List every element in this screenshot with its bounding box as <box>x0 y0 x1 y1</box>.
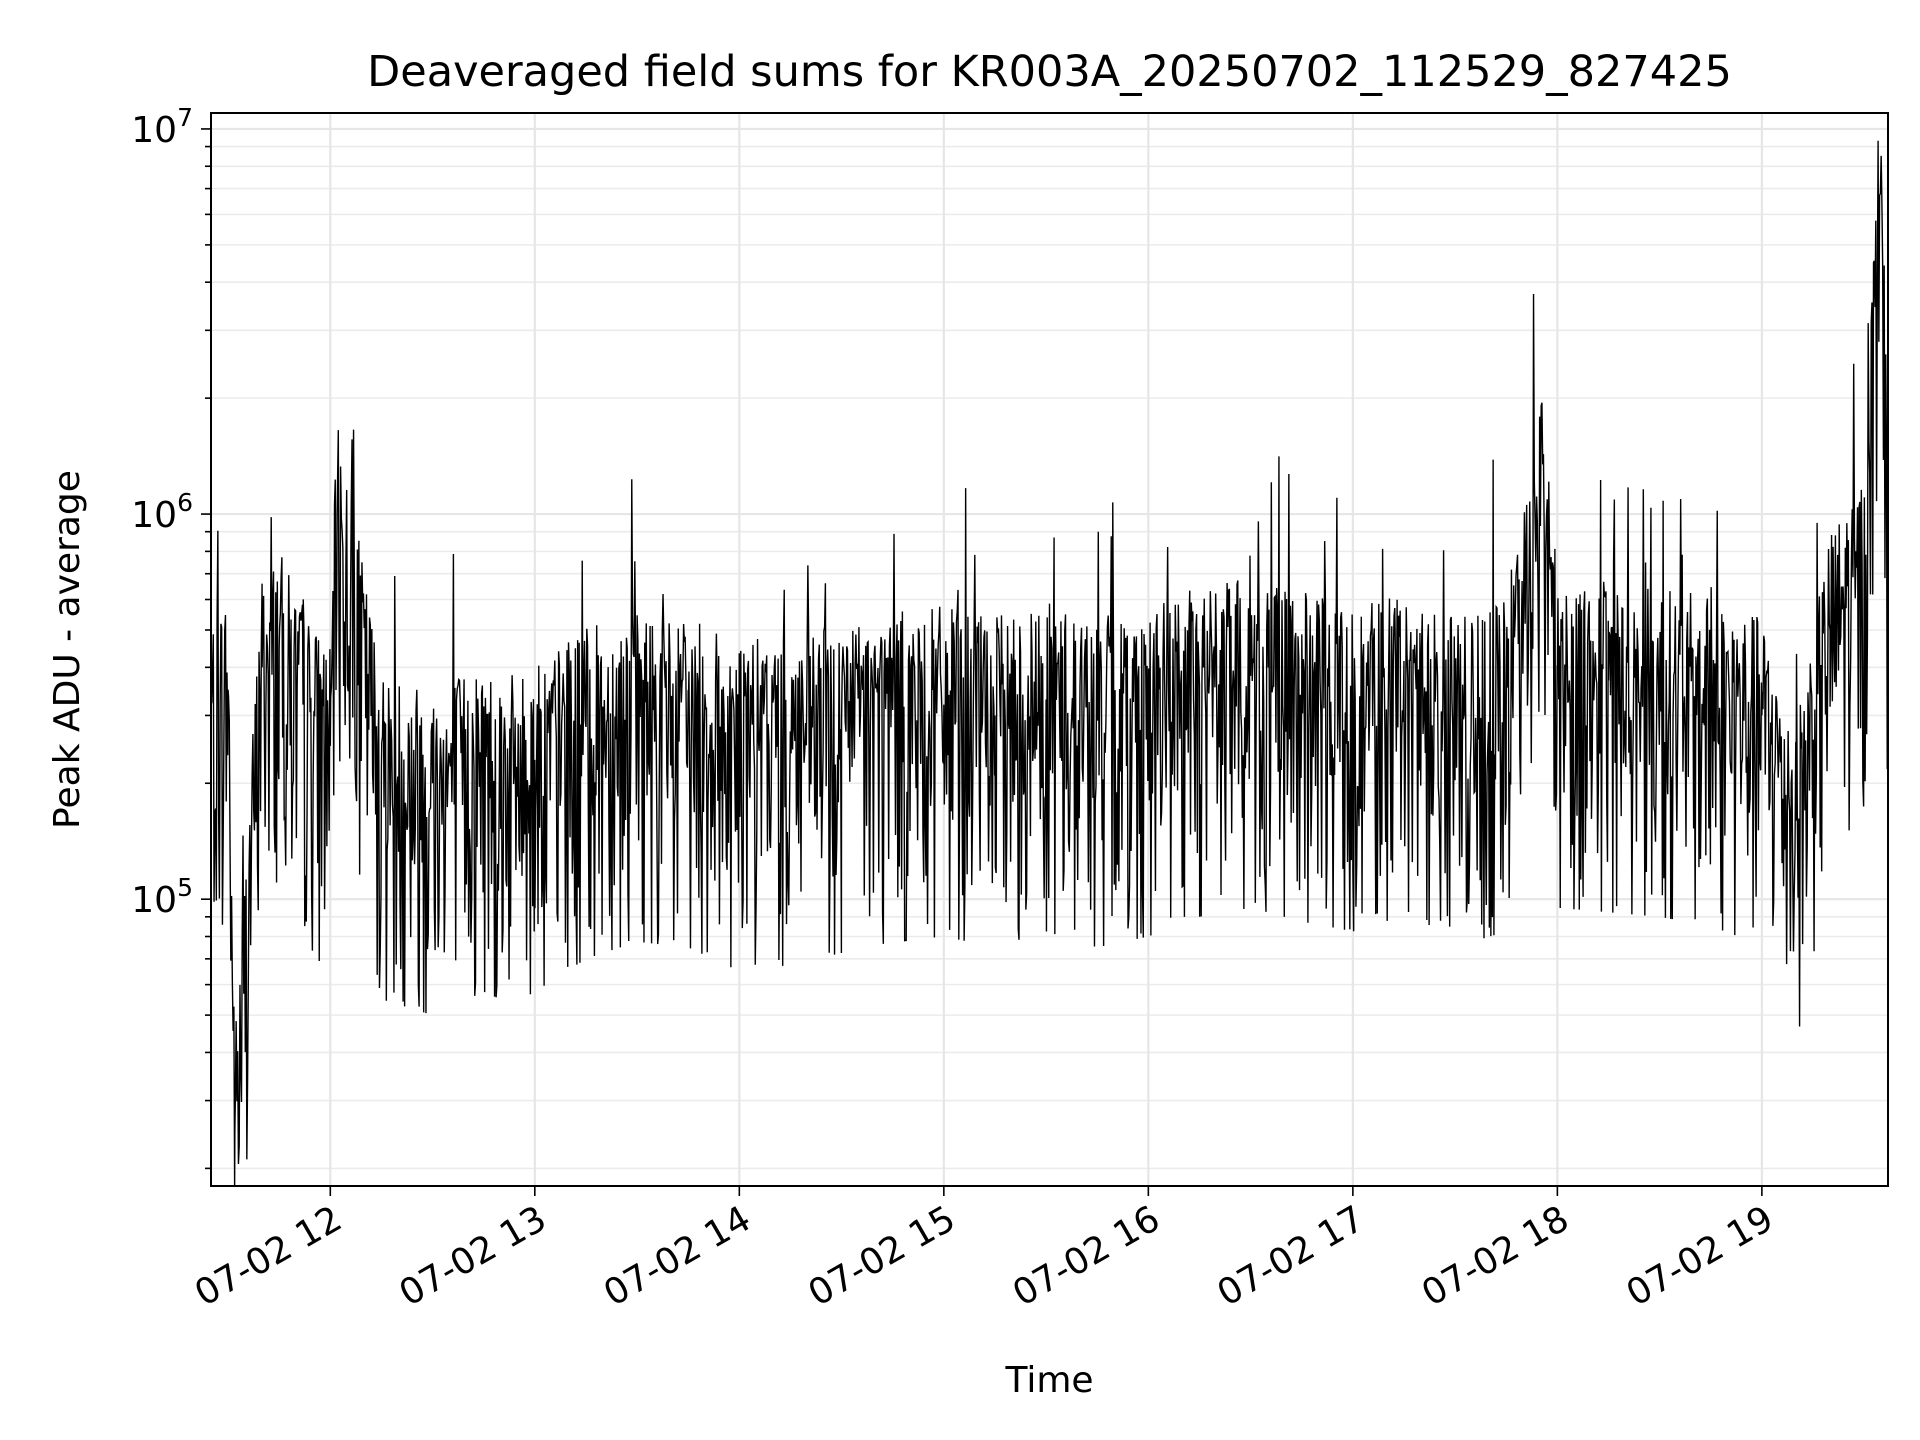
y-tick-label: 105 <box>131 873 193 921</box>
y-axis-label: Peak ADU - average <box>47 470 88 829</box>
y-tick-label: 106 <box>131 488 193 536</box>
series-line <box>210 140 1889 1187</box>
x-axis-label: Time <box>1004 1360 1093 1401</box>
series-layer <box>210 140 1889 1187</box>
y-tick-label: 107 <box>131 103 193 151</box>
plot-frame <box>210 112 1889 1187</box>
chart-title: Deaveraged field sums for KR003A_2025070… <box>367 47 1732 97</box>
